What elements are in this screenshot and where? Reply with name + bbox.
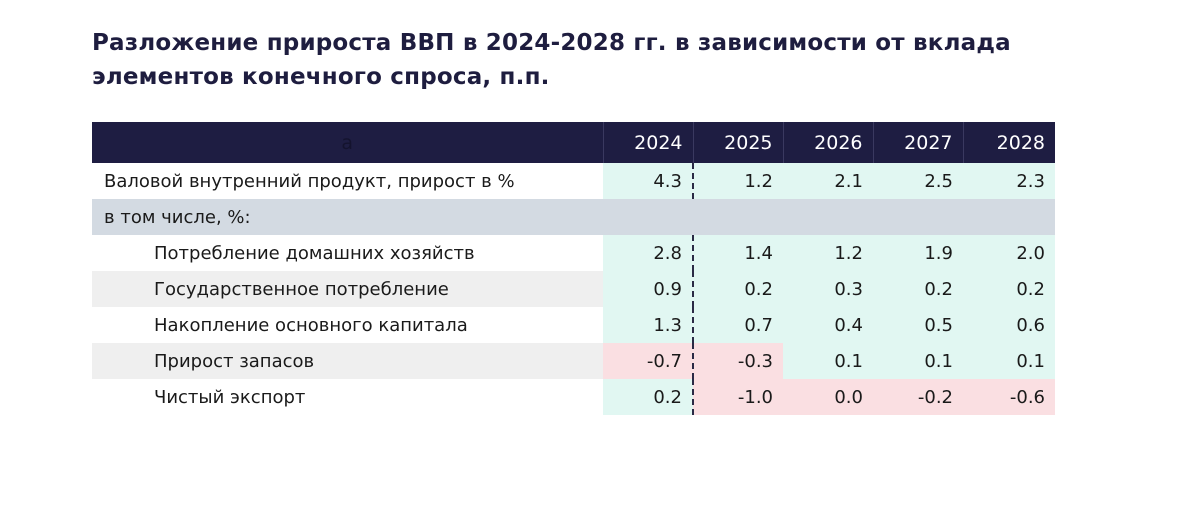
value-cell: -0.3 (693, 343, 783, 379)
value-cell: 1.3 (603, 307, 694, 343)
value-cell: 0.6 (963, 307, 1055, 343)
row-label: Накопление основного капитала (154, 314, 468, 336)
empty-cell (963, 199, 1055, 235)
value-cell: 0.5 (873, 307, 963, 343)
section-label: в том числе, %: (92, 199, 603, 235)
value-cell: 0.2 (963, 271, 1055, 307)
value-cell: 1.4 (693, 235, 783, 271)
value-cell: 0.4 (783, 307, 873, 343)
value-cell: 2.5 (873, 163, 963, 199)
row-label: Потребление домашних хозяйств (154, 242, 475, 264)
page-title: Разложение прироста ВВП в 2024-2028 гг. … (92, 30, 1011, 90)
year-header: 2028 (962, 122, 1055, 163)
value-cell: 1.9 (873, 235, 963, 271)
value-cell: 0.3 (783, 271, 873, 307)
value-cell: 0.0 (783, 379, 873, 415)
value-cell: 1.2 (693, 163, 783, 199)
value-cell: 0.1 (873, 343, 963, 379)
value-cell: -0.7 (603, 343, 694, 379)
value-cell: 0.2 (693, 271, 783, 307)
value-cell: 1.2 (783, 235, 873, 271)
year-header: 2025 (692, 122, 783, 163)
gdp-decomposition-table: а 2024 2025 2026 2027 2028 Валовой внутр… (92, 122, 1055, 415)
component-row-government-consumption: Государственное потребление 0.9 0.2 0.3 … (92, 271, 1055, 307)
year-header: 2024 (602, 122, 693, 163)
row-label: Валовой внутренний продукт, прирост в % (104, 170, 515, 192)
value-cell: 0.2 (873, 271, 963, 307)
component-row-net-export: Чистый экспорт 0.2 -1.0 0.0 -0.2 -0.6 (92, 379, 1055, 415)
value-cell: -0.2 (873, 379, 963, 415)
year-header: 2027 (872, 122, 963, 163)
value-cell: -0.6 (963, 379, 1055, 415)
component-row-inventory-change: Прирост запасов -0.7 -0.3 0.1 0.1 0.1 (92, 343, 1055, 379)
value-cell: 0.1 (783, 343, 873, 379)
empty-cell (783, 199, 873, 235)
empty-cell (873, 199, 963, 235)
value-cell: 0.2 (603, 379, 694, 415)
row-label: Государственное потребление (92, 271, 603, 307)
empty-cell (603, 199, 693, 235)
section-row: в том числе, %: (92, 199, 1055, 235)
component-row-household-consumption: Потребление домашних хозяйств 2.8 1.4 1.… (92, 235, 1055, 271)
value-cell: 0.7 (693, 307, 783, 343)
year-header: 2026 (782, 122, 873, 163)
gdp-row: Валовой внутренний продукт, прирост в % … (92, 163, 1055, 199)
row-label: Чистый экспорт (154, 386, 306, 408)
header-row: а 2024 2025 2026 2027 2028 (92, 122, 1055, 163)
value-cell: -1.0 (693, 379, 783, 415)
value-cell: 4.3 (603, 163, 694, 199)
corner-header: а (92, 122, 603, 163)
value-cell: 0.9 (603, 271, 694, 307)
value-cell: 2.1 (783, 163, 873, 199)
value-cell: 0.1 (963, 343, 1055, 379)
empty-cell (693, 199, 783, 235)
row-label: Прирост запасов (92, 343, 603, 379)
value-cell: 2.0 (963, 235, 1055, 271)
value-cell: 2.8 (603, 235, 694, 271)
component-row-fixed-capital: Накопление основного капитала 1.3 0.7 0.… (92, 307, 1055, 343)
value-cell: 2.3 (963, 163, 1055, 199)
